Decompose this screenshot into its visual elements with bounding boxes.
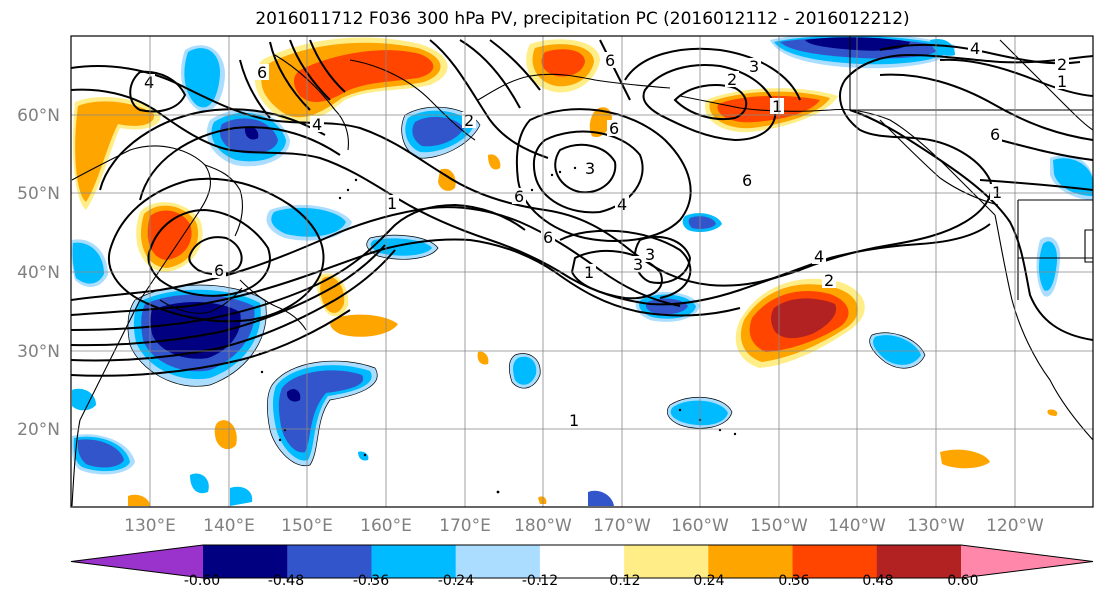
lon-label: 160°E bbox=[360, 516, 412, 536]
colorbar-tick-label: 0.24 bbox=[693, 573, 724, 589]
colorbar bbox=[70, 544, 1094, 582]
lon-label: 180°W bbox=[514, 516, 572, 536]
contour-label: 3 bbox=[633, 255, 643, 274]
colorbar-tick-label: -0.60 bbox=[184, 573, 220, 589]
colorbar-segment bbox=[371, 545, 457, 578]
contour-label: 6 bbox=[609, 119, 619, 138]
colorbar-segment bbox=[455, 545, 541, 578]
colorbar-tick-label: -0.48 bbox=[268, 573, 304, 589]
lat-label: 20°N bbox=[17, 420, 60, 440]
colorbar-tick-labels: -0.60 -0.48 -0.36 -0.24 -0.12 0.12 0.24 … bbox=[184, 573, 979, 589]
lat-label: 60°N bbox=[17, 106, 60, 126]
contour-label: 6 bbox=[605, 51, 615, 70]
colorbar-segment bbox=[876, 545, 962, 578]
lon-label: 140°E bbox=[203, 516, 255, 536]
contour-label: 1 bbox=[1057, 72, 1067, 91]
contour-label: 4 bbox=[144, 73, 154, 92]
lat-label: 30°N bbox=[17, 342, 60, 362]
contour-label: 1 bbox=[584, 263, 594, 282]
map-frame bbox=[70, 35, 1094, 508]
colorbar-segment bbox=[792, 545, 878, 578]
contour-label: 1 bbox=[992, 183, 1002, 202]
lon-label: 140°W bbox=[828, 516, 886, 536]
contour-label: 3 bbox=[585, 159, 595, 178]
lon-label: 120°W bbox=[986, 516, 1044, 536]
contour-label: 4 bbox=[814, 247, 824, 266]
contour-label: 3 bbox=[749, 57, 759, 76]
lat-label: 50°N bbox=[17, 184, 60, 204]
colorbar-tick-label: -0.36 bbox=[353, 573, 389, 589]
lon-label: 130°W bbox=[907, 516, 965, 536]
contour-label: 6 bbox=[990, 125, 1000, 144]
contour-label: 6 bbox=[514, 187, 524, 206]
contour-label: 6 bbox=[257, 63, 267, 82]
longitude-labels: 130°E 140°E 150°E 160°E 170°E 180°W 170°… bbox=[124, 516, 1044, 536]
colorbar-tick-label: 0.60 bbox=[947, 573, 978, 589]
lon-label: 170°W bbox=[593, 516, 651, 536]
lon-label: 150°E bbox=[281, 516, 333, 536]
contour-label: 4 bbox=[312, 115, 322, 134]
precip-outlines bbox=[127, 106, 926, 467]
lon-label: 160°W bbox=[671, 516, 729, 536]
contour-label: 2 bbox=[824, 271, 834, 290]
contour-label: 6 bbox=[543, 228, 553, 247]
colorbar-extend-max bbox=[961, 545, 1093, 578]
contour-label: 6 bbox=[742, 171, 752, 190]
colorbar-segment bbox=[287, 545, 372, 578]
contour-label: 6 bbox=[214, 261, 224, 280]
colorbar-tick-label: 0.36 bbox=[778, 573, 809, 589]
contour-label: 2 bbox=[727, 70, 737, 89]
colorbar-segment bbox=[624, 545, 709, 578]
colorbar-tick-label: -0.24 bbox=[438, 573, 474, 589]
contour-label: 1 bbox=[387, 194, 397, 213]
latitude-labels: 60°N 50°N 40°N 30°N 20°N bbox=[17, 106, 60, 440]
contour-label: 2 bbox=[1057, 55, 1067, 74]
contour-label: 1 bbox=[772, 97, 782, 116]
colorbar-extend-min bbox=[71, 545, 203, 578]
map-title: 2016011712 F036 300 hPa PV, precipitatio… bbox=[255, 9, 910, 29]
pv-contour-labels: 4 6 6 1 6 6 3 6 4 6 1 3 4 2 bbox=[141, 39, 1069, 430]
lat-label: 40°N bbox=[17, 263, 60, 283]
gridlines bbox=[71, 36, 1093, 507]
colorbar-segment bbox=[708, 545, 794, 578]
contour-label: 3 bbox=[645, 245, 655, 264]
contour-label: 2 bbox=[464, 111, 474, 130]
colorbar-segment bbox=[203, 545, 288, 578]
colorbar-tick-label: -0.12 bbox=[522, 573, 558, 589]
colorbar-tick-label: 0.48 bbox=[862, 573, 893, 589]
lon-label: 170°E bbox=[439, 516, 491, 536]
colorbar-outline bbox=[70, 544, 1094, 579]
lon-label: 130°E bbox=[124, 516, 176, 536]
colorbar-segment bbox=[539, 545, 625, 578]
contour-label: 4 bbox=[970, 39, 980, 58]
colorbar-tick-label: 0.12 bbox=[609, 573, 640, 589]
lon-label: 150°W bbox=[750, 516, 808, 536]
contour-label: 1 bbox=[569, 411, 579, 430]
